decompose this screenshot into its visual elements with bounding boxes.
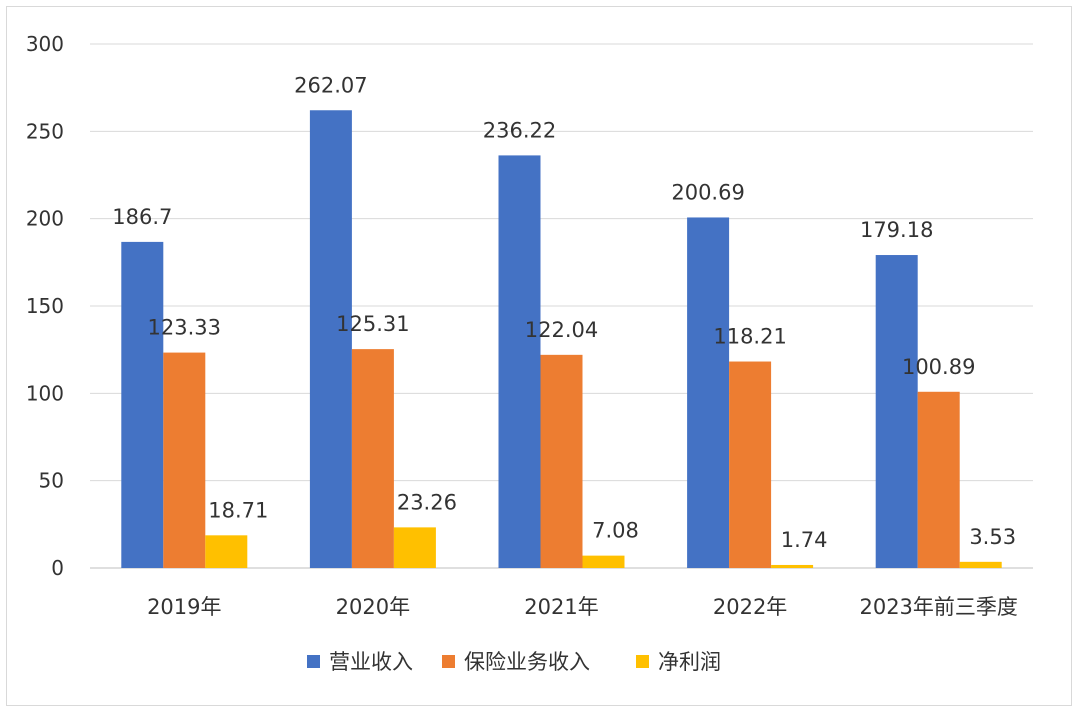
bar	[582, 555, 625, 568]
bars	[121, 110, 1002, 568]
data-label: 186.7	[112, 205, 172, 229]
data-label: 200.69	[671, 180, 744, 204]
data-label: 1.74	[781, 528, 828, 552]
data-label: 18.71	[208, 498, 268, 522]
y-axis-ticks: 0 50 100 150 200 250 300	[26, 32, 64, 580]
bar	[163, 352, 206, 568]
data-label: 125.31	[336, 312, 409, 336]
y-tick-label: 100	[26, 381, 64, 405]
bar	[309, 110, 352, 568]
data-label: 262.07	[294, 73, 367, 97]
legend-swatch	[636, 655, 649, 668]
y-tick-label: 0	[51, 556, 64, 580]
bar	[917, 391, 960, 568]
x-category-label: 2023年前三季度	[859, 595, 1017, 619]
legend-label: 营业收入	[329, 650, 413, 674]
data-label: 123.33	[148, 316, 221, 340]
bar	[771, 564, 814, 568]
data-label: 179.18	[860, 218, 933, 242]
y-tick-label: 300	[26, 32, 64, 56]
y-tick-label: 200	[26, 207, 64, 231]
data-label: 3.53	[969, 525, 1016, 549]
legend-label: 保险业务收入	[464, 650, 590, 674]
data-label: 7.08	[592, 519, 639, 543]
bar	[959, 561, 1002, 568]
data-label: 122.04	[525, 318, 598, 342]
data-label: 100.89	[902, 355, 975, 379]
legend: 营业收入 保险业务收入 净利润	[307, 650, 721, 674]
bar	[729, 361, 772, 568]
bar	[875, 255, 918, 568]
y-tick-label: 50	[39, 469, 64, 493]
y-tick-label: 250	[26, 119, 64, 143]
legend-label: 净利润	[658, 650, 721, 674]
x-category-label: 2019年	[147, 595, 221, 619]
y-tick-label: 150	[26, 294, 64, 318]
chart-frame	[6, 6, 1072, 706]
bar	[540, 354, 583, 568]
data-label: 118.21	[713, 325, 786, 349]
bar	[498, 155, 541, 568]
x-category-label: 2020年	[336, 595, 410, 619]
data-labels: 186.7 123.33 18.71 262.07 125.31 23.26 236.22 1…	[112, 73, 1016, 552]
bar	[393, 527, 436, 568]
legend-swatch	[307, 655, 320, 668]
x-category-label: 2021年	[524, 595, 598, 619]
bar	[687, 217, 730, 568]
x-axis-categories: 2019年 2020年 2021年 2022年 2023年前三季度	[147, 595, 1018, 619]
data-label: 236.22	[483, 118, 556, 142]
legend-swatch	[442, 655, 455, 668]
bar	[205, 535, 248, 568]
x-category-label: 2022年	[713, 595, 787, 619]
bar	[121, 241, 164, 568]
data-label: 23.26	[397, 490, 457, 514]
bar	[351, 349, 394, 568]
